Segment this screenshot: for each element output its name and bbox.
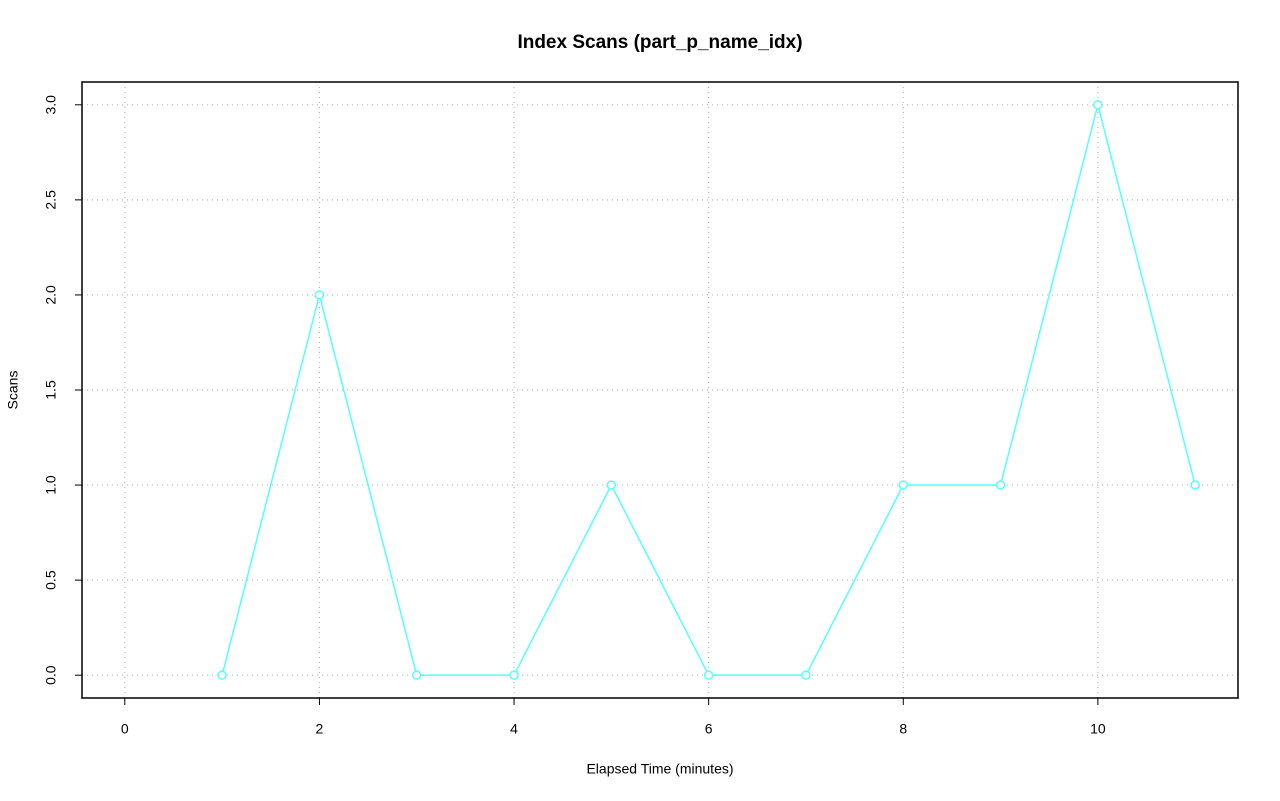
x-axis-label: Elapsed Time (minutes) bbox=[586, 761, 733, 777]
data-point bbox=[898, 480, 909, 490]
data-point bbox=[411, 670, 422, 680]
data-point bbox=[801, 670, 811, 680]
data-point bbox=[1190, 480, 1200, 490]
y-tick-label: 3.0 bbox=[43, 95, 59, 115]
x-tick-label: 6 bbox=[705, 721, 713, 737]
y-tick-label: 2.0 bbox=[43, 285, 59, 305]
x-tick-label: 10 bbox=[1090, 721, 1106, 737]
x-tick-label: 8 bbox=[899, 721, 907, 737]
x-tick-label: 0 bbox=[121, 721, 129, 737]
x-tick-label: 4 bbox=[510, 721, 518, 737]
x-tick-label: 2 bbox=[316, 721, 324, 737]
data-point bbox=[314, 290, 325, 300]
data-point bbox=[509, 670, 519, 680]
y-tick-label: 2.5 bbox=[43, 190, 59, 210]
data-point bbox=[217, 670, 227, 680]
data-point bbox=[995, 480, 1006, 490]
plot-frame bbox=[81, 81, 1239, 699]
chart-title: Index Scans (part_p_name_idx) bbox=[517, 32, 802, 53]
data-point bbox=[1093, 100, 1103, 110]
y-tick-label: 1.5 bbox=[43, 380, 59, 400]
y-tick-label: 0.0 bbox=[43, 665, 59, 685]
data-point bbox=[703, 670, 714, 680]
y-tick-label: 1.0 bbox=[43, 475, 59, 495]
data-point bbox=[606, 480, 617, 490]
y-axis-label: Scans bbox=[5, 371, 21, 410]
y-tick-label: 0.5 bbox=[43, 570, 59, 590]
